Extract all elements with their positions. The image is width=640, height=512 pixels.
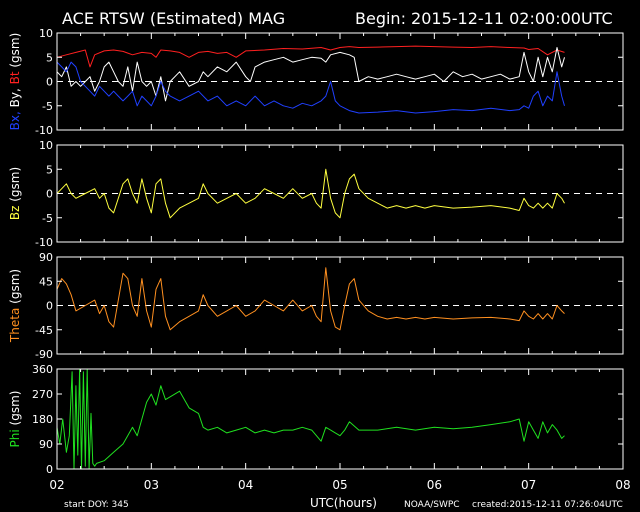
x-tick-label: 04 [238, 478, 253, 492]
y-axis-label: Bx, By, Bt (gsm) [8, 33, 22, 131]
y-tick-label: 270 [32, 388, 53, 401]
y-tick-label: 45 [39, 275, 53, 288]
x-tick-label: 05 [332, 478, 347, 492]
series-line-by [56, 47, 565, 102]
y-axis-label-part: Bx, [8, 111, 22, 130]
y-axis-label-part: (gsm) [8, 269, 22, 308]
y-tick-label: 0 [46, 463, 53, 476]
y-axis-label: Bz (gsm) [8, 167, 22, 220]
panel-1: 10 5 0 -5 -10 Bz (gsm) [8, 139, 624, 249]
y-tick-label: -5 [42, 100, 53, 113]
series-line-bt [56, 45, 565, 68]
agency-label: NOAA/SWPC [404, 500, 460, 510]
y-axis-label-part: (gsm) [8, 167, 22, 206]
y-axis-label-part: (gsm) [8, 391, 22, 430]
y-tick-label: 10 [39, 139, 53, 152]
y-tick-label: 90 [39, 438, 53, 451]
created-time: created:2015-12-11 07:26:04UTC [472, 500, 623, 510]
begin-time: Begin: 2015-12-11 02:00:00UTC [355, 9, 613, 28]
y-axis-label-part: By, [8, 88, 22, 111]
y-axis-label-part: Phi [8, 429, 22, 447]
y-tick-label: 90 [39, 251, 53, 264]
y-axis-label-part: Bt [8, 71, 22, 88]
y-tick-label: -45 [35, 324, 53, 337]
panel-2: 90 45 0 -45 -90 Theta (gsm) [8, 251, 624, 361]
series-line-bz [56, 168, 565, 219]
series-line-theta [56, 267, 565, 331]
x-tick-label: 07 [521, 478, 536, 492]
y-tick-label: 5 [46, 163, 53, 176]
y-axis-label-part: (gsm) [8, 33, 22, 72]
y-tick-label: 360 [32, 363, 53, 376]
y-tick-label: -90 [35, 348, 53, 361]
y-axis-label-part: Theta [8, 308, 22, 343]
panels: 10 5 0 -5 -10 Bx, By, Bt (gsm) 10 5 0 -5 -10 Bz (gs… [8, 27, 631, 492]
y-tick-label: 0 [46, 300, 53, 313]
series-line-phi [56, 368, 565, 470]
y-axis-label: Theta (gsm) [8, 269, 22, 343]
x-axis-label: UTC(hours) [310, 496, 377, 510]
series-line-bx [56, 61, 565, 114]
y-tick-label: -10 [35, 124, 53, 137]
start-doy: start DOY: 345 [64, 500, 129, 510]
chart-title: ACE RTSW (Estimated) MAG [62, 9, 285, 28]
y-tick-label: 0 [46, 76, 53, 89]
y-tick-label: -10 [35, 236, 53, 249]
y-tick-label: 5 [46, 51, 53, 64]
x-tick-label: 03 [144, 478, 159, 492]
x-tick-label: 06 [427, 478, 442, 492]
y-tick-label: 0 [46, 188, 53, 201]
x-tick-label: 08 [615, 478, 630, 492]
panel-0: 10 5 0 -5 -10 Bx, By, Bt (gsm) [8, 27, 624, 137]
y-tick-label: 10 [39, 27, 53, 40]
y-tick-label: -5 [42, 212, 53, 225]
y-axis-label: Phi (gsm) [8, 391, 22, 448]
x-tick-label: 02 [49, 478, 64, 492]
y-tick-label: 180 [32, 413, 53, 426]
y-axis-label-part: Bz [8, 206, 22, 221]
panel-3: 360 270 180 90 0 Phi (gsm) [8, 363, 624, 476]
